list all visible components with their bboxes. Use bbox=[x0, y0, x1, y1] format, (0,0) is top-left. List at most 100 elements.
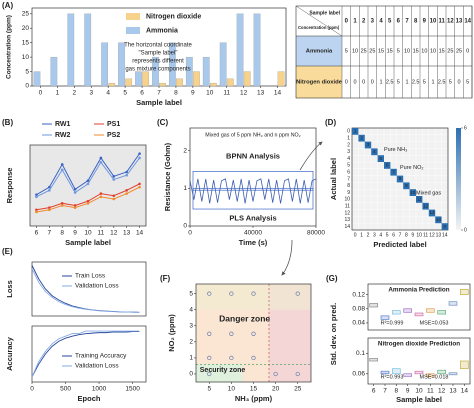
x-tick-label: 5 bbox=[207, 386, 211, 393]
legend-label: RW2 bbox=[55, 132, 71, 139]
y-tick-label: 20 bbox=[22, 25, 30, 32]
matrix-cell bbox=[435, 216, 442, 224]
x-tick-label: 3 bbox=[89, 90, 93, 97]
y-tick-label: 13 bbox=[344, 217, 350, 223]
box bbox=[437, 369, 446, 375]
table-header: 8 bbox=[414, 19, 418, 25]
table-cell: 15 bbox=[413, 48, 419, 54]
point bbox=[99, 192, 103, 195]
point bbox=[207, 371, 212, 377]
cell-value: 4 bbox=[373, 149, 376, 154]
colorbar bbox=[456, 128, 461, 230]
y-tick-label: 5 bbox=[189, 290, 193, 297]
series-line bbox=[189, 178, 317, 204]
panel-label: (E) bbox=[2, 247, 13, 256]
table-cell: 5 bbox=[423, 79, 426, 85]
point bbox=[86, 182, 90, 186]
y-tick-label: 14 bbox=[344, 224, 350, 230]
subplot-title: Nitrogen dioxide Prediction bbox=[378, 341, 460, 348]
x-axis-label: Epoch bbox=[78, 394, 101, 403]
matrix-cell bbox=[352, 128, 359, 135]
x-tick-label: 7 bbox=[383, 388, 387, 395]
table-header: Concentration (ppm) bbox=[298, 25, 340, 30]
y-tick-label: 5 bbox=[25, 68, 29, 75]
table-cell: 15 bbox=[387, 48, 393, 54]
point bbox=[60, 202, 64, 205]
annotation: Danger zone bbox=[219, 314, 270, 324]
x-tick-label: 4 bbox=[106, 90, 110, 97]
y-tick-label: 0.06 bbox=[352, 370, 365, 377]
point bbox=[112, 194, 116, 198]
x-tick-label: 1500 bbox=[125, 386, 140, 393]
x-tick-label: 1 bbox=[360, 232, 363, 238]
y-tick-label: 25 bbox=[22, 10, 30, 17]
box bbox=[380, 370, 390, 375]
y-tick-label: 0.12 bbox=[352, 291, 365, 298]
annotation: BPNN Analysis bbox=[226, 151, 280, 160]
table-cell: 10 bbox=[421, 48, 427, 54]
legend-label: PS1 bbox=[107, 121, 120, 128]
cell-value: 10 bbox=[410, 190, 416, 195]
point bbox=[207, 355, 212, 361]
table-cell: 25 bbox=[361, 48, 367, 54]
box bbox=[448, 372, 458, 376]
box bbox=[414, 370, 424, 375]
bar bbox=[152, 56, 159, 87]
x-tick-label: 0 bbox=[354, 232, 357, 238]
table-header: 10 bbox=[430, 19, 437, 25]
panel-label: (F) bbox=[160, 274, 171, 283]
x-tick-label: 7 bbox=[48, 230, 52, 237]
x-tick-label: 13 bbox=[257, 90, 265, 97]
table-cell: 0 bbox=[345, 79, 348, 85]
bar bbox=[219, 42, 227, 87]
table-cell: 10 bbox=[404, 48, 410, 54]
box bbox=[437, 310, 446, 315]
y-tick-label: 10 bbox=[22, 54, 30, 61]
x-tick-label: 14 bbox=[136, 230, 144, 237]
x-tick-label: 11 bbox=[423, 232, 428, 238]
point bbox=[138, 156, 141, 160]
bar bbox=[142, 71, 149, 87]
panel-label: (A) bbox=[2, 1, 13, 10]
y-axis-label: NO₂ (ppm) bbox=[167, 314, 176, 352]
table-cell: 0 bbox=[353, 79, 356, 85]
bar bbox=[176, 78, 183, 87]
table-header: 1 bbox=[353, 19, 357, 25]
matrix-cell bbox=[384, 162, 391, 169]
y-tick-label: 0.1 bbox=[356, 350, 365, 357]
point bbox=[207, 331, 212, 336]
y-tick-label: 1 bbox=[183, 185, 187, 192]
point bbox=[229, 291, 234, 296]
point bbox=[112, 178, 116, 181]
table-row-header: Nitrogen dioxide bbox=[296, 80, 343, 86]
bar bbox=[118, 42, 125, 87]
annotation: The horizontal coordinate bbox=[124, 43, 192, 49]
table-rule bbox=[295, 5, 343, 37]
x-tick-label: 3 bbox=[373, 232, 376, 238]
table-cell: 1 bbox=[431, 79, 434, 85]
cell-value: 0 bbox=[444, 224, 447, 229]
x-tick-label: 2 bbox=[73, 90, 77, 97]
point bbox=[138, 182, 141, 186]
annotation: Mixed gas bbox=[416, 191, 441, 197]
legend-label: RW1 bbox=[55, 121, 71, 128]
annotation: MSE=0.053 bbox=[420, 320, 449, 326]
table-cell bbox=[296, 66, 342, 98]
point bbox=[251, 355, 256, 361]
matrix-cell bbox=[409, 189, 416, 196]
point bbox=[86, 179, 90, 182]
y-tick-label: 0 bbox=[189, 371, 193, 378]
x-tick-label: 10 bbox=[416, 232, 422, 238]
x-tick-label: 8 bbox=[60, 230, 64, 237]
point bbox=[251, 331, 256, 336]
legend-swatch bbox=[126, 13, 140, 20]
y-tick-label: 10 bbox=[344, 197, 350, 203]
annotation: Security zone bbox=[200, 367, 246, 374]
x-tick-label: 1 bbox=[56, 90, 60, 97]
annotation: MSE=0.018 bbox=[420, 374, 449, 380]
y-tick-label: 0 bbox=[25, 83, 29, 90]
table-cell bbox=[296, 36, 342, 66]
x-tick-label: 10 bbox=[228, 386, 236, 393]
x-tick-label: 25 bbox=[294, 386, 302, 393]
y-tick-label: 7 bbox=[347, 176, 350, 182]
